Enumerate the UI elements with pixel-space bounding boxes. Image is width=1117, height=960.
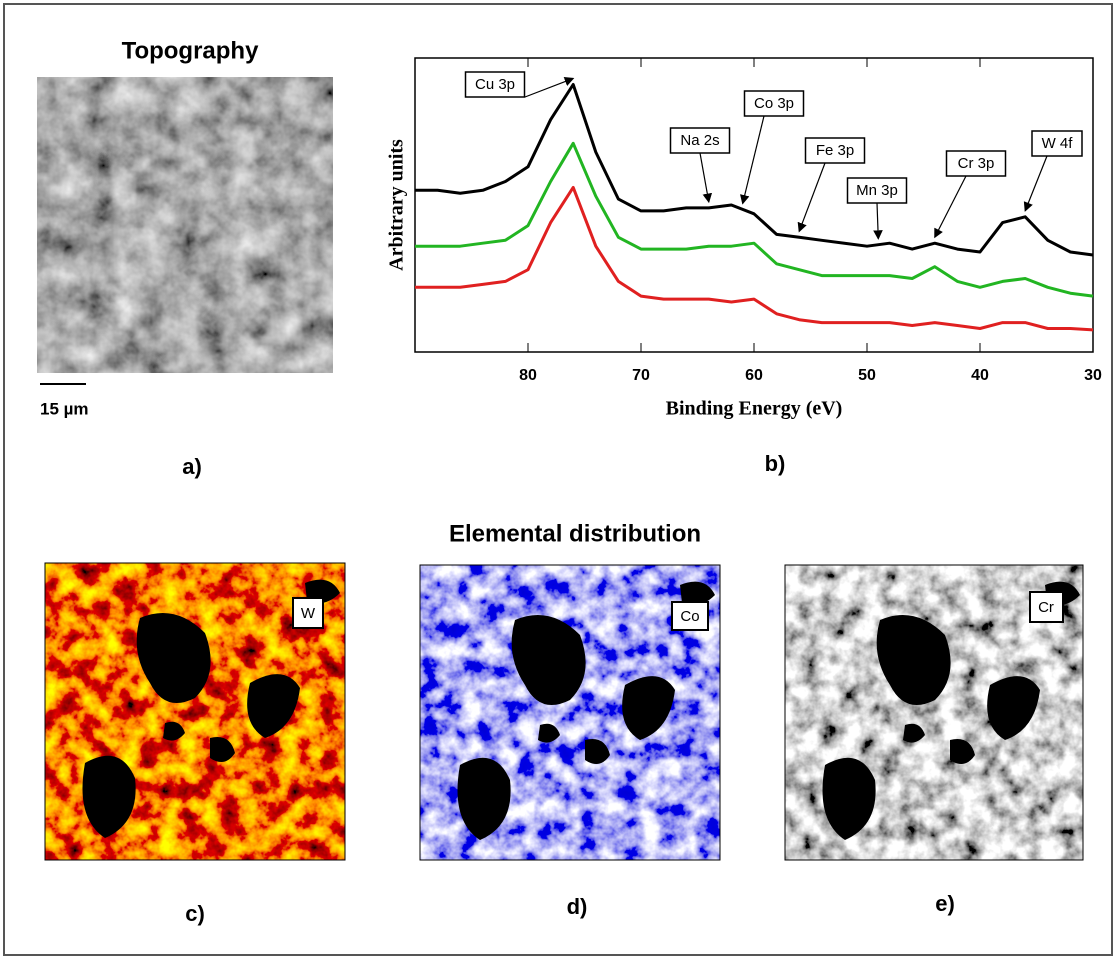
annotation-arrow (873, 202, 883, 240)
x-tick-label: 80 (519, 367, 537, 384)
panel-label: b) (765, 451, 786, 476)
annotation-box (804, 137, 866, 164)
panel-label: a) (182, 454, 202, 479)
map-tag: Co (680, 608, 699, 625)
x-tick-label: 60 (745, 367, 763, 384)
annotation-label: Fe 3p (816, 142, 854, 159)
section-title: Elemental distribution (449, 520, 701, 547)
annotation-arrow (934, 175, 967, 239)
scale-bar-label: 15 µm (40, 399, 89, 418)
map-tag-box (292, 597, 324, 629)
map-tag-box (1029, 591, 1064, 623)
annotation-label: Cu 3p (475, 76, 515, 93)
annotation-label: Cr 3p (958, 155, 995, 172)
map-tag: Cr (1038, 599, 1054, 616)
annotation-box (464, 71, 526, 98)
annotation-box (846, 177, 908, 204)
topography-image (36, 76, 334, 374)
panel-label: d) (567, 894, 588, 919)
annotation-box (669, 127, 731, 154)
annotation-arrow (699, 152, 713, 204)
annotation-box (743, 90, 805, 117)
spectrum-line (415, 83, 1094, 257)
spectrum-line (415, 185, 1094, 332)
map-border (419, 564, 721, 861)
annotation-label: W 4f (1042, 135, 1074, 152)
panel-label: e) (935, 891, 955, 916)
spectrum-chart: Binding Energy (eV) Arbitrary units 80 70… (386, 57, 1102, 420)
annotation-box (945, 150, 1007, 177)
x-tick-label: 30 (1084, 367, 1102, 384)
x-tick-label: 40 (971, 367, 989, 384)
annotation-box (1031, 130, 1083, 157)
annotation-arrow (797, 162, 826, 233)
x-axis-label: Binding Energy (eV) (666, 398, 843, 420)
spectrum-line (415, 141, 1094, 298)
panel-title: Topography (122, 37, 260, 64)
map-tag-box (671, 601, 709, 631)
annotation-label: Co 3p (754, 95, 794, 112)
annotation-label: Na 2s (680, 132, 719, 149)
annotation-label: Mn 3p (856, 182, 898, 199)
annotation-arrow (1023, 155, 1048, 212)
map-tag: W (301, 605, 316, 622)
y-axis-label: Arbitrary units (386, 139, 408, 271)
annotation-arrow (740, 115, 765, 205)
panel-label: c) (185, 901, 205, 926)
frame (3, 3, 1113, 956)
map-border (784, 564, 1084, 861)
x-tick-label: 50 (858, 367, 876, 384)
map-border (44, 562, 346, 861)
annotation-arrow (524, 76, 575, 98)
x-tick-label: 70 (632, 367, 650, 384)
